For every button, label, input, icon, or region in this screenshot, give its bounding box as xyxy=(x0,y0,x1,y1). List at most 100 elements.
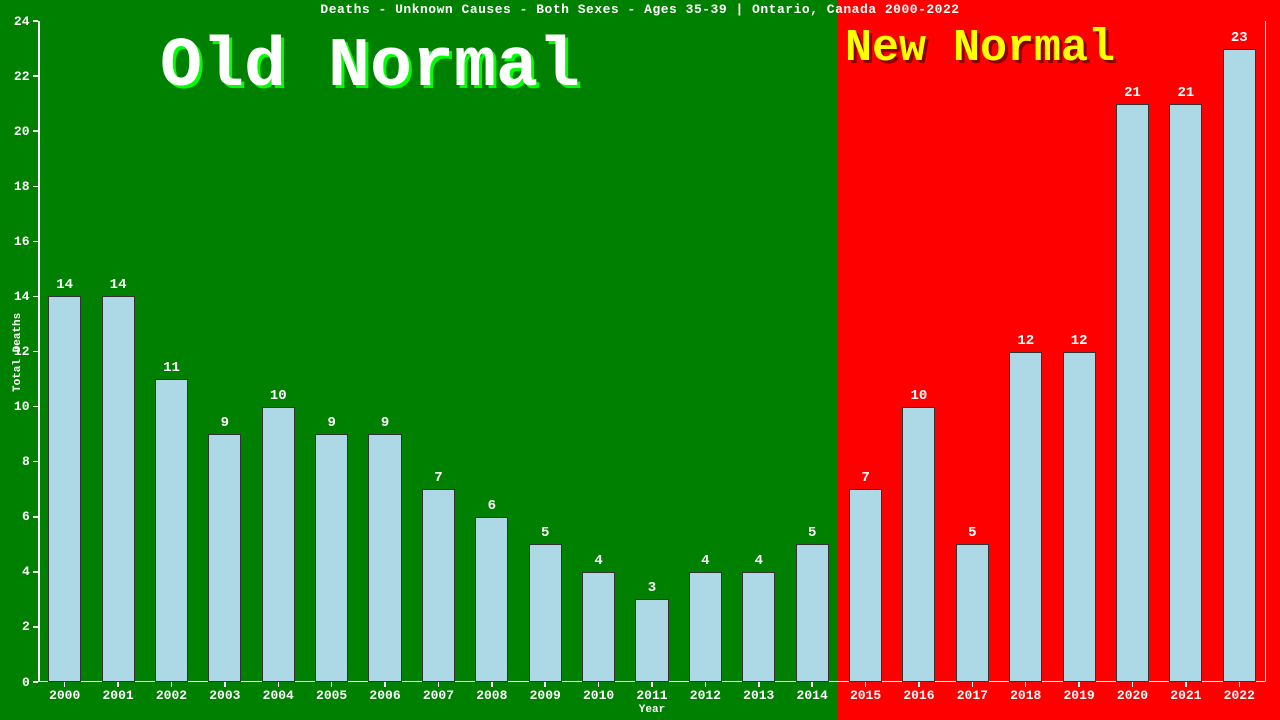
x-tick-label: 2002 xyxy=(145,688,198,703)
bar xyxy=(529,544,562,682)
x-tick-mark xyxy=(1025,682,1027,687)
x-tick-mark xyxy=(1078,682,1080,687)
y-tick-mark xyxy=(33,351,38,353)
bar-value-label: 4 xyxy=(679,553,732,569)
x-tick-label: 2017 xyxy=(946,688,999,703)
x-tick-label: 2016 xyxy=(892,688,945,703)
x-tick-label: 2011 xyxy=(625,688,678,703)
y-tick-label: 12 xyxy=(14,344,30,359)
x-tick-mark xyxy=(544,682,546,687)
x-tick-mark xyxy=(64,682,66,687)
x-tick-mark xyxy=(1132,682,1134,687)
bar xyxy=(475,517,508,682)
y-tick-label: 20 xyxy=(14,124,30,139)
x-tick-label: 2018 xyxy=(999,688,1052,703)
y-tick-mark xyxy=(33,241,38,243)
plot-area: 0246810121416182022242000142001142002112… xyxy=(38,21,1266,682)
y-tick-label: 8 xyxy=(22,454,30,469)
x-tick-label: 2008 xyxy=(465,688,518,703)
bar-value-label: 7 xyxy=(412,470,465,486)
y-axis-line xyxy=(38,21,40,682)
x-tick-mark xyxy=(438,682,440,687)
y-tick-label: 22 xyxy=(14,69,30,84)
x-tick-label: 2012 xyxy=(679,688,732,703)
bar-value-label: 7 xyxy=(839,470,892,486)
bar-value-label: 21 xyxy=(1159,85,1212,101)
y-tick-label: 6 xyxy=(22,509,30,524)
y-tick-mark xyxy=(33,516,38,518)
x-tick-mark xyxy=(1239,682,1241,687)
x-tick-label: 2013 xyxy=(732,688,785,703)
bar xyxy=(262,407,295,682)
bar-value-label: 5 xyxy=(785,525,838,541)
x-tick-label: 2015 xyxy=(839,688,892,703)
x-tick-label: 2019 xyxy=(1052,688,1105,703)
bar xyxy=(315,434,348,682)
y-tick-mark xyxy=(33,186,38,188)
x-tick-mark xyxy=(811,682,813,687)
y-axis-right-line xyxy=(1265,21,1267,682)
chart-title: Deaths - Unknown Causes - Both Sexes - A… xyxy=(0,2,1280,17)
bar-value-label: 12 xyxy=(999,333,1052,349)
y-tick-label: 2 xyxy=(22,619,30,634)
bar-value-label: 4 xyxy=(572,553,625,569)
x-tick-mark xyxy=(865,682,867,687)
bar-value-label: 12 xyxy=(1052,333,1105,349)
y-tick-label: 4 xyxy=(22,564,30,579)
x-tick-mark xyxy=(171,682,173,687)
bar-value-label: 10 xyxy=(892,388,945,404)
x-axis-label: Year xyxy=(38,704,1266,716)
bar xyxy=(956,544,989,682)
x-tick-mark xyxy=(1185,682,1187,687)
x-tick-label: 2020 xyxy=(1106,688,1159,703)
x-tick-label: 2001 xyxy=(91,688,144,703)
y-tick-mark xyxy=(33,130,38,132)
bar-value-label: 11 xyxy=(145,360,198,376)
x-tick-label: 2005 xyxy=(305,688,358,703)
x-tick-label: 2003 xyxy=(198,688,251,703)
x-tick-label: 2007 xyxy=(412,688,465,703)
bar xyxy=(1116,104,1149,682)
bar-value-label: 14 xyxy=(91,277,144,293)
x-tick-mark xyxy=(278,682,280,687)
x-tick-label: 2000 xyxy=(38,688,91,703)
bar-value-label: 23 xyxy=(1213,30,1266,46)
bar xyxy=(796,544,829,682)
bar-value-label: 14 xyxy=(38,277,91,293)
bar xyxy=(742,572,775,682)
y-tick-mark xyxy=(33,406,38,408)
y-tick-mark xyxy=(33,296,38,298)
x-tick-label: 2021 xyxy=(1159,688,1212,703)
y-tick-mark xyxy=(33,75,38,77)
x-tick-label: 2022 xyxy=(1213,688,1266,703)
bar xyxy=(1063,352,1096,683)
bar xyxy=(582,572,615,682)
bar xyxy=(155,379,188,682)
bar xyxy=(422,489,455,682)
x-tick-mark xyxy=(491,682,493,687)
bar-value-label: 9 xyxy=(305,415,358,431)
y-tick-label: 16 xyxy=(14,234,30,249)
bar-value-label: 5 xyxy=(946,525,999,541)
bar xyxy=(48,296,81,682)
bar xyxy=(635,599,668,682)
bar-value-label: 4 xyxy=(732,553,785,569)
x-tick-mark xyxy=(705,682,707,687)
x-tick-label: 2009 xyxy=(519,688,572,703)
bar xyxy=(102,296,135,682)
bar xyxy=(849,489,882,682)
x-tick-mark xyxy=(117,682,119,687)
y-tick-label: 10 xyxy=(14,399,30,414)
bar xyxy=(689,572,722,682)
y-tick-mark xyxy=(33,571,38,573)
bar xyxy=(1223,49,1256,682)
bar xyxy=(1169,104,1202,682)
bar-value-label: 6 xyxy=(465,498,518,514)
x-tick-label: 2004 xyxy=(252,688,305,703)
bar xyxy=(1009,352,1042,683)
bar-value-label: 9 xyxy=(358,415,411,431)
y-tick-mark xyxy=(33,626,38,628)
x-tick-mark xyxy=(384,682,386,687)
bar xyxy=(208,434,241,682)
bar-value-label: 10 xyxy=(252,388,305,404)
